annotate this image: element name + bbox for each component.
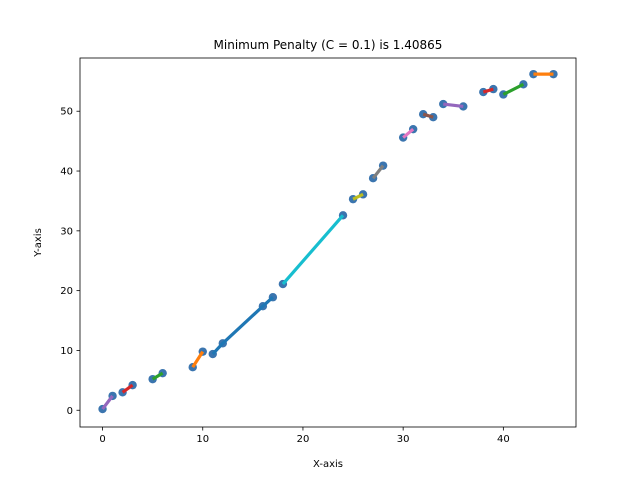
y-tick-label: 40 bbox=[60, 167, 73, 178]
y-tick-label: 0 bbox=[67, 406, 73, 417]
x-tick-label: 20 bbox=[297, 434, 310, 445]
segment-line-7 bbox=[371, 164, 385, 180]
y-axis-label: Y-axis bbox=[33, 228, 44, 258]
y-tick-label: 30 bbox=[60, 226, 73, 237]
x-tick-label: 0 bbox=[99, 434, 105, 445]
segment-line-1 bbox=[121, 383, 134, 394]
segment-line-3 bbox=[191, 350, 205, 369]
x-tick-label: 40 bbox=[497, 434, 510, 445]
segment-line-8 bbox=[402, 127, 415, 139]
axes-frame bbox=[79, 57, 577, 428]
segment-line-6 bbox=[352, 192, 364, 201]
x-tick-label: 10 bbox=[196, 434, 209, 445]
chart-title: Minimum Penalty (C = 0.1) is 1.40865 bbox=[214, 38, 443, 52]
x-axis: 0 10 20 30 40 bbox=[99, 427, 510, 445]
y-tick-label: 20 bbox=[60, 286, 73, 297]
data-point-22 bbox=[439, 99, 448, 109]
segment-line-11 bbox=[482, 87, 494, 94]
segment-line-9 bbox=[422, 112, 434, 119]
segment-line-0 bbox=[101, 394, 114, 411]
segment-line-12 bbox=[502, 82, 525, 96]
segment-line-5 bbox=[281, 214, 345, 286]
y-axis: 0 10 20 30 40 50 bbox=[60, 107, 80, 417]
segment-line-4 bbox=[211, 296, 274, 356]
segment-line-10 bbox=[443, 102, 464, 109]
y-tick-label: 50 bbox=[60, 107, 73, 118]
segment-line-2 bbox=[151, 371, 164, 381]
x-axis-label: X-axis bbox=[313, 459, 343, 470]
y-tick-label: 10 bbox=[60, 346, 73, 357]
plot-area bbox=[98, 69, 558, 414]
x-tick-label: 30 bbox=[397, 434, 410, 445]
